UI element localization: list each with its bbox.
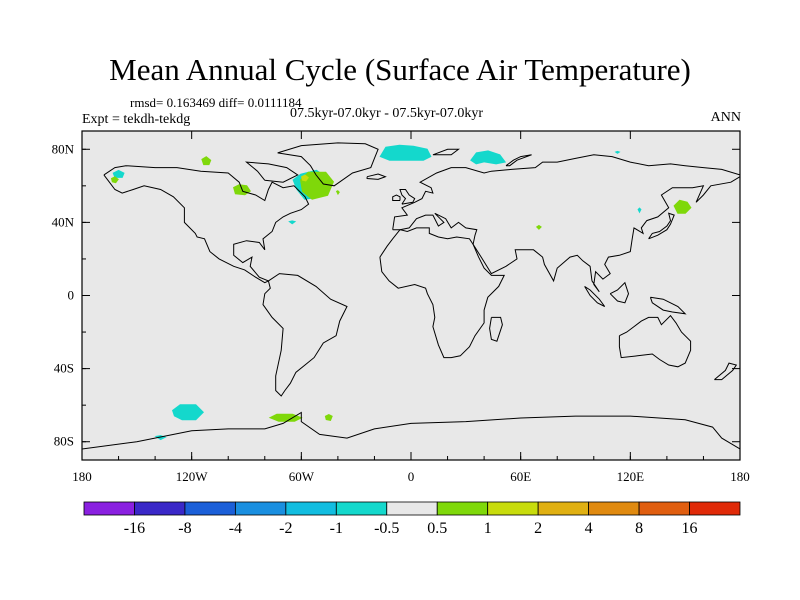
coastline-africa: [379, 227, 506, 359]
anomaly-weddell-sea: [268, 413, 303, 422]
subtitle: 07.5kyr-07.0kyr - 07.5kyr-07.0kyr: [290, 106, 484, 121]
colorbar-label: 8: [635, 520, 643, 537]
x-tick-label: 180: [730, 469, 750, 484]
coastline-sumatra: [584, 285, 606, 307]
colorbar-label: -16: [124, 520, 145, 537]
y-tick-label: 80S: [54, 434, 74, 449]
x-tick-label: 180: [72, 469, 92, 484]
colorbar: -16 -8 -4 -2 -1 -0.5 0.5 1 2 4 8 16: [83, 501, 741, 537]
coastline-new-guinea: [649, 296, 687, 315]
season-label: ANN: [710, 110, 741, 125]
colorbar-swatch: [588, 501, 640, 516]
coastline-japan: [648, 212, 675, 240]
anomaly-east-siberia: [614, 150, 621, 154]
coastline-new-zealand: [714, 362, 738, 381]
colorbar-swatch: [285, 501, 337, 516]
coastline-australia: [618, 314, 692, 368]
coastline-baffin-island: [244, 161, 299, 183]
coastline-eurasia: [392, 154, 740, 293]
x-tick-label: 60W: [289, 469, 315, 484]
colorbar-label: 4: [585, 520, 593, 537]
colorbar-swatch: [638, 501, 690, 516]
anomaly-alaska-west: [112, 169, 125, 178]
colorbar-label: -0.5: [374, 520, 399, 537]
colorbar-label: -8: [178, 520, 191, 537]
colorbar-swatch: [537, 501, 590, 516]
coastline-svalbard: [432, 148, 460, 156]
anomaly-alaska-coast: [110, 176, 119, 184]
y-tick-label: 0: [68, 288, 75, 303]
colorbar-swatch: [234, 501, 287, 516]
colorbar-swatch: [436, 501, 489, 516]
colorbar-label: -2: [279, 520, 292, 537]
anomaly-layer: [110, 144, 692, 441]
x-tick-label: 120W: [176, 469, 209, 484]
anomaly-kamchatka-okhotsk: [673, 199, 692, 214]
y-axis-ticks: 80N 40N 0 40S 80S: [52, 141, 740, 449]
coastline-north-america: [103, 165, 310, 284]
coastline-iceland: [366, 173, 387, 180]
x-axis-ticks: 180 120W 60W 0 60E 120E 180: [72, 131, 750, 484]
anomaly-baffin-warm: [301, 174, 309, 182]
coastline-ireland: [392, 194, 401, 201]
colorbar-label: -1: [330, 520, 343, 537]
colorbar-swatch: [689, 501, 741, 516]
anomaly-gulf-of-maine: [288, 220, 297, 225]
colorbar-swatch: [134, 501, 186, 516]
coastline-uk: [399, 189, 416, 205]
coastline-madagascar: [489, 316, 503, 342]
anomaly-weddell-sea-east: [324, 414, 333, 421]
colorbar-label: 1: [484, 520, 492, 537]
x-tick-label: 120E: [617, 469, 645, 484]
anomaly-southern-pacific-sector: [172, 404, 204, 421]
colorbar-swatch: [487, 501, 539, 516]
anomaly-barents-sea: [470, 150, 507, 165]
anomaly-north-atlantic: [335, 190, 340, 196]
colorbar-label: 2: [534, 520, 542, 537]
coastline-borneo: [609, 281, 630, 304]
x-tick-label: 60E: [510, 469, 531, 484]
colorbar-swatch: [335, 501, 388, 516]
y-tick-label: 40S: [54, 361, 74, 376]
colorbar-label: 0.5: [427, 520, 447, 537]
y-tick-label: 40N: [52, 214, 75, 229]
coastline-antarctica: [82, 411, 740, 450]
coastline-south-america: [262, 273, 348, 397]
y-tick-label: 80N: [52, 141, 75, 156]
stats-text: rmsd= 0.163469 diff= 0.0111184: [130, 95, 302, 110]
colorbar-swatch: [83, 501, 135, 516]
colorbar-swatch: [386, 501, 438, 516]
anomaly-labrador-sea-warm: [300, 171, 334, 200]
anomaly-central-asia: [535, 224, 542, 230]
coastline-novaya-zemlya: [505, 154, 532, 167]
anomaly-siberia: [637, 207, 642, 214]
chart-title: Mean Annual Cycle (Surface Air Temperatu…: [109, 52, 691, 87]
anomaly-arctic-greenland-sea: [379, 144, 432, 161]
colorbar-label: -4: [229, 520, 242, 537]
coastlines: [82, 142, 740, 450]
x-tick-label: 0: [408, 469, 415, 484]
coastline-greenland: [277, 142, 379, 187]
colorbar-label: 16: [682, 520, 698, 537]
colorbar-swatch: [184, 501, 236, 516]
anomaly-canadian-arctic: [201, 156, 212, 166]
experiment-label: Expt = tekdh-tekdg: [82, 112, 191, 127]
